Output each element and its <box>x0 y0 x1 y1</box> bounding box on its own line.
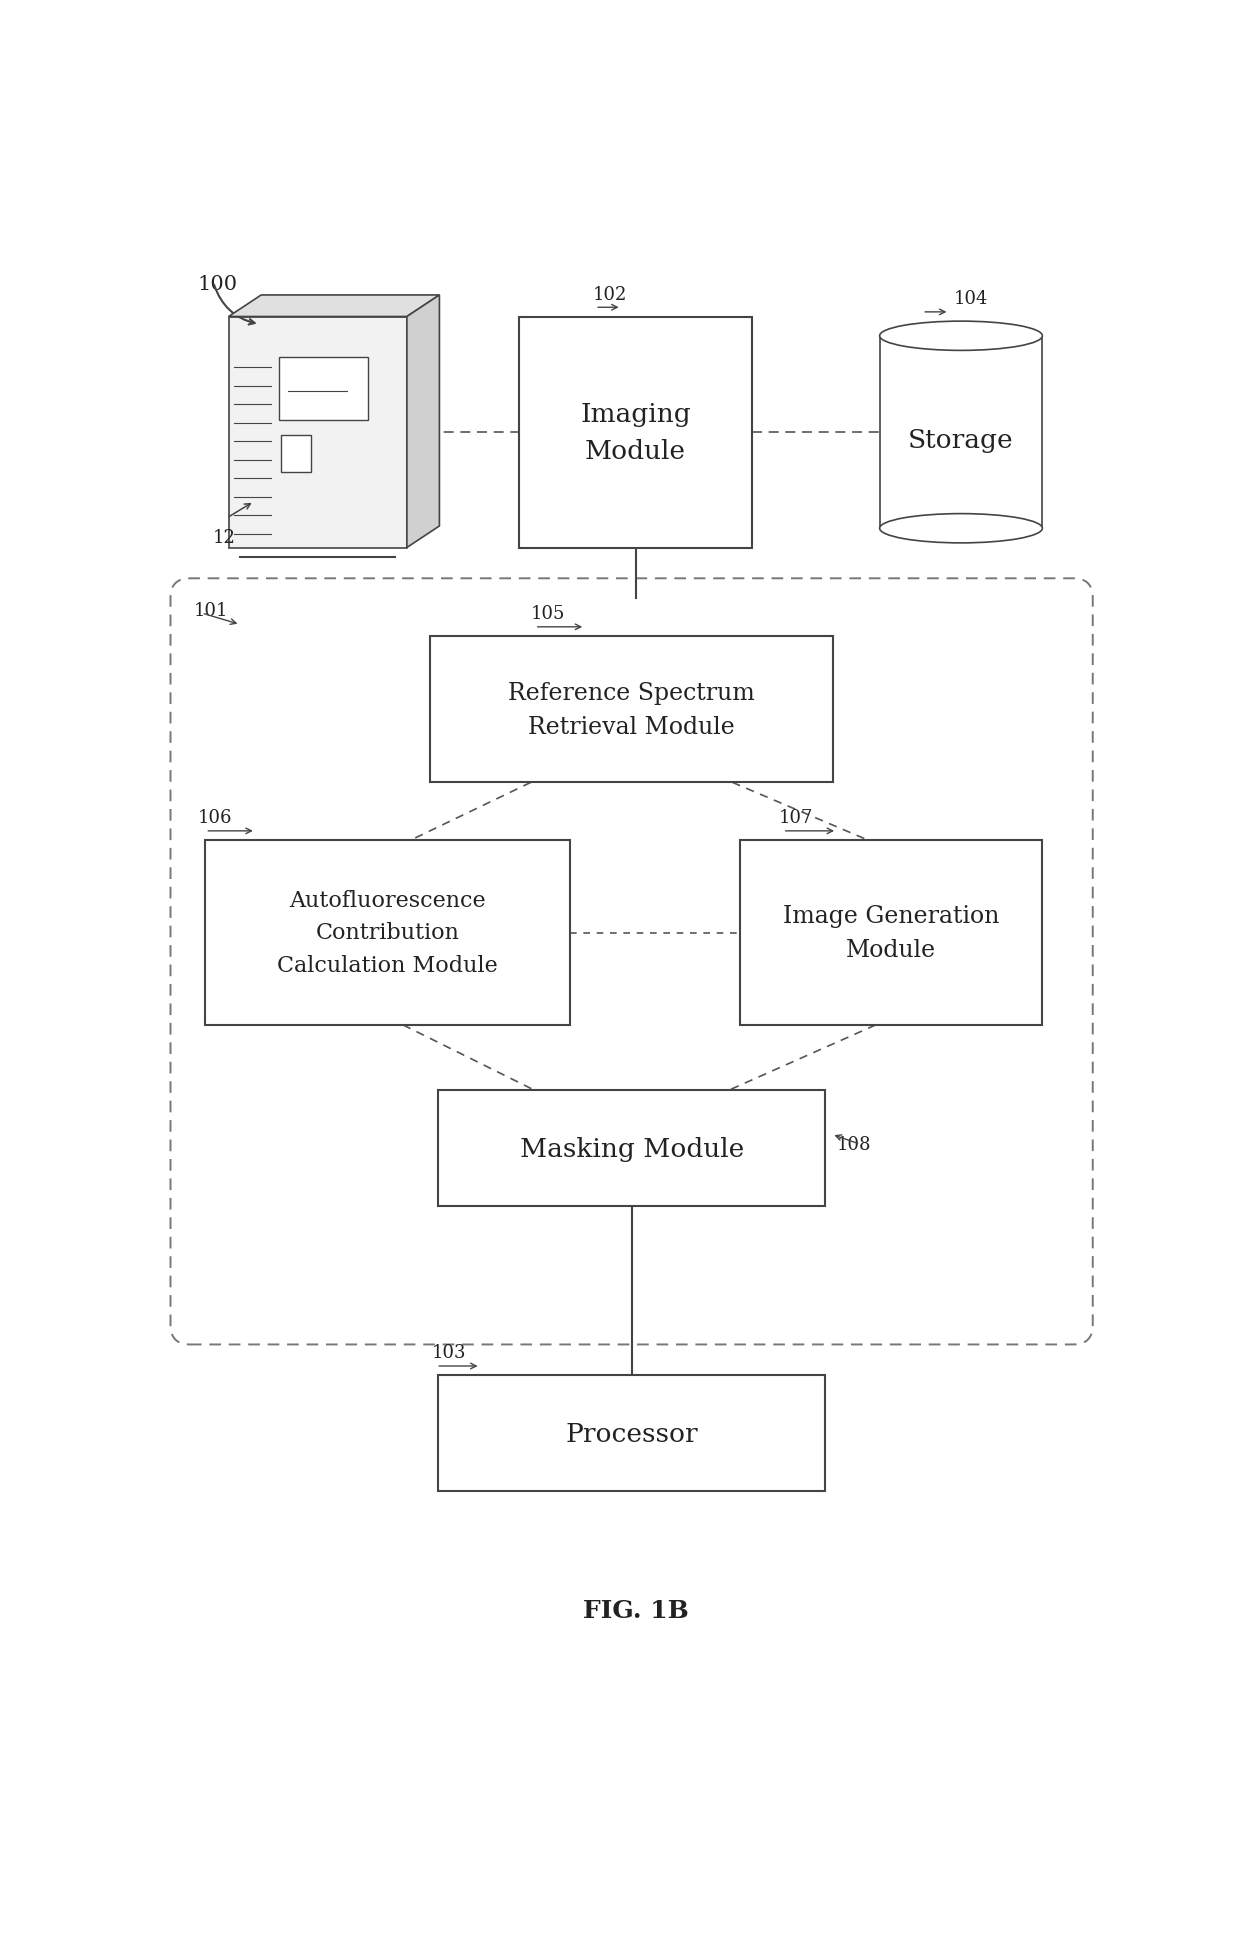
Polygon shape <box>228 297 439 318</box>
Text: 107: 107 <box>779 809 813 826</box>
Text: Imaging
Module: Imaging Module <box>580 401 691 463</box>
FancyBboxPatch shape <box>438 1375 826 1491</box>
Text: Storage: Storage <box>908 429 1014 454</box>
Text: 12: 12 <box>213 529 236 547</box>
Text: 101: 101 <box>193 603 228 620</box>
Polygon shape <box>407 297 439 549</box>
Text: 102: 102 <box>593 285 627 304</box>
FancyBboxPatch shape <box>171 580 1092 1346</box>
Text: Reference Spectrum
Retrieval Module: Reference Spectrum Retrieval Module <box>508 681 755 739</box>
Text: 103: 103 <box>432 1344 466 1361</box>
Text: Image Generation
Module: Image Generation Module <box>784 906 999 962</box>
FancyBboxPatch shape <box>520 318 751 549</box>
Text: Masking Module: Masking Module <box>520 1136 744 1161</box>
Polygon shape <box>228 318 407 549</box>
Text: 106: 106 <box>197 809 232 826</box>
FancyBboxPatch shape <box>438 1092 826 1206</box>
FancyBboxPatch shape <box>740 842 1043 1026</box>
Text: Autofluorescence
Contribution
Calculation Module: Autofluorescence Contribution Calculatio… <box>277 890 498 975</box>
Text: 100: 100 <box>197 275 238 295</box>
Text: Processor: Processor <box>565 1421 698 1446</box>
FancyBboxPatch shape <box>279 359 368 421</box>
FancyBboxPatch shape <box>206 842 569 1026</box>
FancyBboxPatch shape <box>430 636 833 783</box>
Text: 104: 104 <box>954 291 987 308</box>
FancyBboxPatch shape <box>879 337 1043 529</box>
Text: 105: 105 <box>531 605 565 622</box>
Text: 108: 108 <box>837 1136 872 1154</box>
Ellipse shape <box>879 322 1043 351</box>
Text: FIG. 1B: FIG. 1B <box>583 1598 688 1623</box>
Ellipse shape <box>879 514 1043 543</box>
FancyBboxPatch shape <box>281 436 311 473</box>
